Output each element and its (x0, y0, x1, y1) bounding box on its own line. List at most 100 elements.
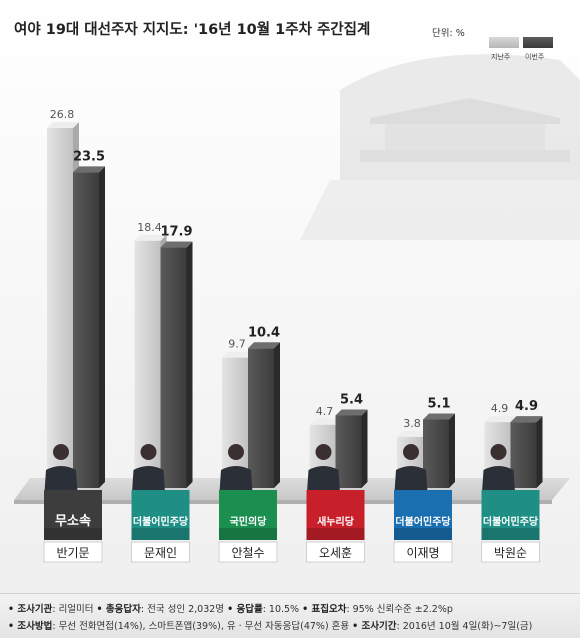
unit-label: 단위: % (432, 28, 465, 39)
party-card-bg-3 (306, 490, 365, 540)
candidate-head-4 (403, 444, 419, 460)
party-card-2: 국민의당 (219, 490, 277, 540)
data-label-current-5: 4.9 (515, 399, 538, 414)
candidate-head-2 (228, 444, 244, 460)
legend-label-previous-week: 지난주 (491, 53, 511, 61)
footer-field-value: : 무선 전화면접(14%), 스마트폰앱(39%), 유 · 무선 자동응답(… (52, 621, 353, 632)
bar-current-3-side (361, 409, 368, 488)
party-card-band-3 (306, 528, 365, 540)
bar-current-0-front (73, 172, 99, 489)
candidate-head-1 (140, 444, 157, 460)
candidate-name-box-1 (131, 541, 190, 563)
bar-current-4-side (449, 413, 455, 488)
candidate-name-2: 안철수 (231, 546, 264, 560)
bar-current-3-front (335, 415, 362, 488)
data-label-previous-1: 18.4 (137, 221, 162, 234)
bar-previous-0-top (47, 121, 79, 128)
candidate-name-box-5 (481, 541, 540, 563)
bar-current-1 (160, 241, 193, 488)
party-card-bg-0 (44, 490, 102, 540)
candidate-name-4: 이재명 (406, 546, 439, 560)
candidate-head-3 (315, 444, 332, 460)
footer-field-label: • 응답률 (227, 604, 263, 615)
party-name-2: 국민의당 (230, 515, 268, 528)
data-label-previous-0: 26.8 (50, 108, 75, 121)
candidate-name-5: 박원순 (494, 546, 527, 560)
data-label-previous-2: 9.7 (228, 338, 246, 351)
legend-swatch-previous-week (489, 37, 519, 48)
bar-current-5-top (510, 416, 543, 423)
party-name-3: 새누리당 (317, 515, 355, 528)
party-name-4: 더불어민주당 (395, 515, 451, 528)
bar-current-5-side (536, 416, 543, 488)
candidate-name-box-0 (43, 541, 103, 563)
party-card-band-0 (44, 528, 102, 540)
candidate-name-1: 문재인 (144, 546, 177, 560)
party-card-0: 무소속 (44, 490, 102, 540)
party-name-0: 무소속 (55, 514, 91, 529)
candidate-name-box-4 (393, 541, 453, 563)
bar-current-4-front (423, 419, 449, 488)
party-card-bg-4 (394, 490, 452, 540)
bar-current-1-top (160, 241, 193, 248)
party-card-3: 새누리당 (306, 490, 365, 540)
party-name-1: 더불어민주당 (133, 515, 189, 528)
background-building-image (300, 54, 580, 240)
bar-current-1-side (186, 241, 193, 488)
candidate-name-3: 오세훈 (319, 546, 352, 560)
party-card-bg-1 (131, 490, 190, 540)
bar-current-4-top (423, 413, 455, 420)
party-card-band-5 (481, 528, 540, 540)
data-label-current-3: 5.4 (340, 392, 363, 407)
party-card-5: 더불어민주당 (481, 490, 540, 540)
data-label-previous-4: 3.8 (403, 417, 421, 430)
bar-previous-5-top (484, 416, 517, 423)
bar-current-0 (73, 166, 105, 489)
bar-current-1-front (160, 247, 187, 488)
footer-field-label: • 총응답자 (96, 604, 141, 615)
chart-title: 여야 19대 대선주자 지지도: '16년 10월 1주차 주간집계 (14, 22, 371, 38)
legend-label-this-week: 이번주 (525, 53, 545, 61)
candidate-head-5 (490, 444, 507, 460)
footer-field-label: • 조사기간 (352, 621, 397, 632)
legend: 지난주 이번주 (489, 37, 569, 67)
footer-field-label: • 조사기관 (8, 604, 53, 615)
candidate-name-0: 반기문 (56, 546, 89, 560)
party-card-1: 더불어민주당 (131, 490, 190, 540)
bar-current-2-side (274, 342, 280, 488)
data-label-current-2: 10.4 (248, 325, 280, 340)
bar-current-3 (335, 409, 368, 488)
party-card-band-4 (394, 528, 452, 540)
bar-current-4 (423, 413, 455, 488)
footer-field-value: : 2016년 10월 4일(화)~7일(금) (396, 621, 533, 632)
data-label-current-0: 23.5 (73, 149, 105, 164)
bar-previous-4-top (397, 430, 429, 437)
footer-line-2: • 조사방법: 무선 전화면접(14%), 스마트폰앱(39%), 유 · 무선… (8, 618, 532, 632)
party-name-5: 더불어민주당 (483, 515, 539, 528)
data-label-current-1: 17.9 (160, 225, 192, 240)
bar-current-2-front (248, 348, 274, 488)
footer-field-value: : 전국 성인 2,032명 (140, 604, 228, 615)
bar-current-5-front (510, 422, 537, 488)
party-card-band-1 (131, 528, 190, 540)
candidate-head-0 (53, 444, 69, 460)
data-label-previous-5: 4.9 (491, 402, 509, 415)
party-card-4: 더불어민주당 (394, 490, 452, 540)
bar-current-2-top (248, 342, 280, 349)
bar-previous-0-front (47, 127, 73, 488)
party-card-bg-2 (219, 490, 277, 540)
candidate-name-box-3 (306, 541, 365, 563)
party-card-band-2 (219, 528, 277, 540)
bar-previous-1-top (134, 234, 167, 241)
footer-field-label: • 조사방법 (8, 621, 53, 632)
bar-current-0-top (73, 166, 105, 173)
legend-swatch-this-week (523, 37, 553, 48)
footer-field-value: : 리얼미터 (52, 604, 97, 615)
candidate-name-box-2 (218, 541, 278, 563)
data-label-current-4: 5.1 (427, 396, 450, 411)
bar-previous-3-top (309, 418, 342, 425)
footer-field-value: : 95% 신뢰수준 ±2.2%p (346, 604, 453, 615)
